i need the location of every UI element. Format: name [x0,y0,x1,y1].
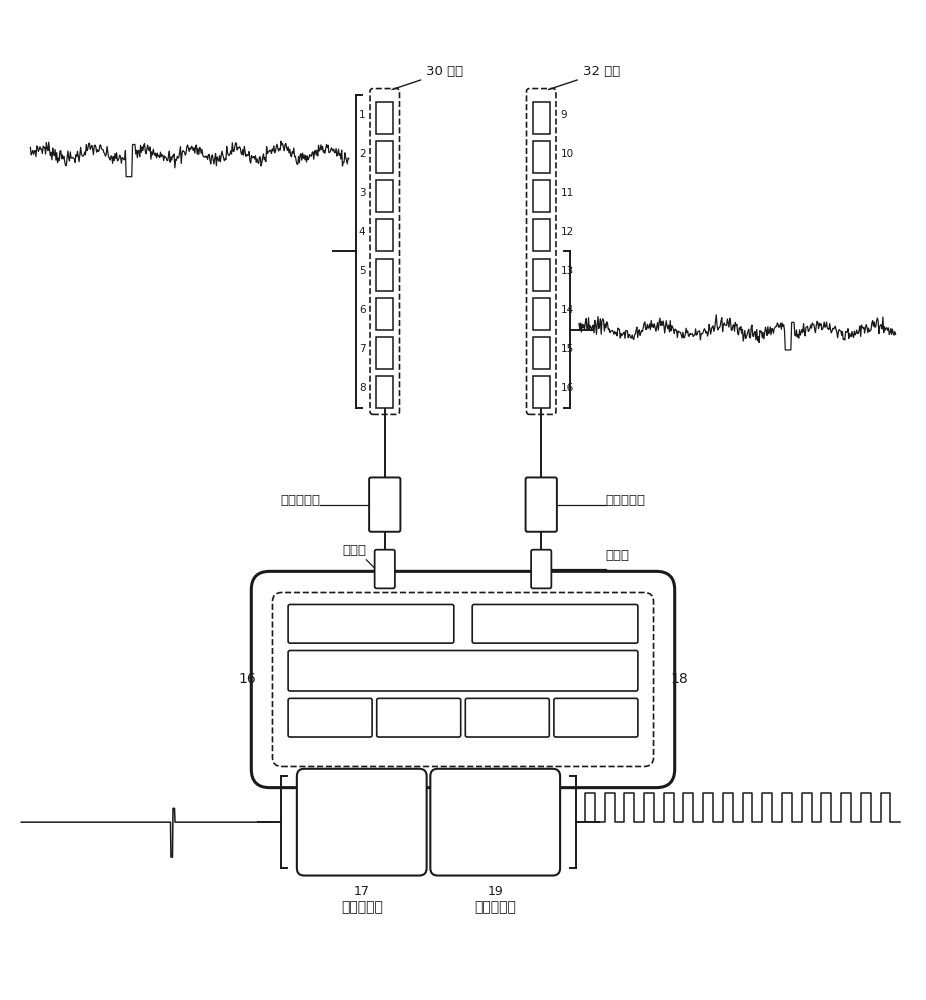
Text: 9-16: 9-16 [538,616,572,631]
Text: 16: 16 [238,672,256,686]
FancyBboxPatch shape [251,571,675,788]
FancyBboxPatch shape [465,698,549,737]
Bar [533,376,549,408]
Text: 导线适配器: 导线适配器 [606,493,645,506]
Text: 信号产生器: 信号产生器 [474,900,516,914]
Bar [377,298,393,330]
Text: 9: 9 [560,110,568,120]
Bar [377,180,393,212]
Text: 导线适配器: 导线适配器 [281,493,320,506]
FancyBboxPatch shape [288,650,638,691]
Text: 11: 11 [560,188,574,198]
Bar [533,298,549,330]
Bar [377,376,393,408]
FancyBboxPatch shape [377,698,461,737]
FancyBboxPatch shape [369,477,400,532]
Text: 18: 18 [670,672,688,686]
Text: 1-4: 1-4 [320,711,340,724]
Text: 分接盒: 分接盒 [448,662,478,680]
FancyBboxPatch shape [288,698,372,737]
FancyBboxPatch shape [472,604,638,643]
Text: 1-8: 1-8 [358,616,383,631]
Bar [377,337,393,369]
Text: 19: 19 [487,885,503,898]
Text: 3: 3 [358,188,366,198]
Bar [533,337,549,369]
FancyBboxPatch shape [431,769,560,876]
Text: 13: 13 [560,266,574,276]
Text: 6: 6 [358,305,366,315]
Text: 13-16: 13-16 [579,711,613,724]
Text: 16: 16 [560,383,574,393]
Bar [533,141,549,173]
Bar [377,141,393,173]
Text: 信号产生器: 信号产生器 [341,900,382,914]
FancyBboxPatch shape [554,698,638,737]
Text: 9-12: 9-12 [406,711,432,724]
Text: 1: 1 [358,110,366,120]
Text: 连接件: 连接件 [343,544,367,557]
Text: 4: 4 [358,227,366,237]
Bar [377,219,393,251]
Text: 15: 15 [560,344,574,354]
FancyBboxPatch shape [532,550,551,588]
Text: 8: 8 [358,383,366,393]
Text: 12: 12 [560,227,574,237]
Bar [377,259,393,291]
Bar [533,180,549,212]
Text: 10: 10 [560,149,574,159]
Bar [533,259,549,291]
Text: 14: 14 [560,305,574,315]
Bar [533,102,549,134]
FancyBboxPatch shape [297,769,427,876]
Bar [533,219,549,251]
FancyBboxPatch shape [288,604,454,643]
Text: 5: 5 [358,266,366,276]
Text: 5-8: 5-8 [498,711,517,724]
FancyBboxPatch shape [375,550,394,588]
Text: 17: 17 [354,885,369,898]
Bar [377,102,393,134]
Text: 2: 2 [358,149,366,159]
Text: 7: 7 [358,344,366,354]
Text: 32 导线: 32 导线 [548,65,619,90]
FancyBboxPatch shape [526,477,557,532]
Text: 连接件: 连接件 [606,549,630,562]
Text: 30 导线: 30 导线 [392,65,463,90]
